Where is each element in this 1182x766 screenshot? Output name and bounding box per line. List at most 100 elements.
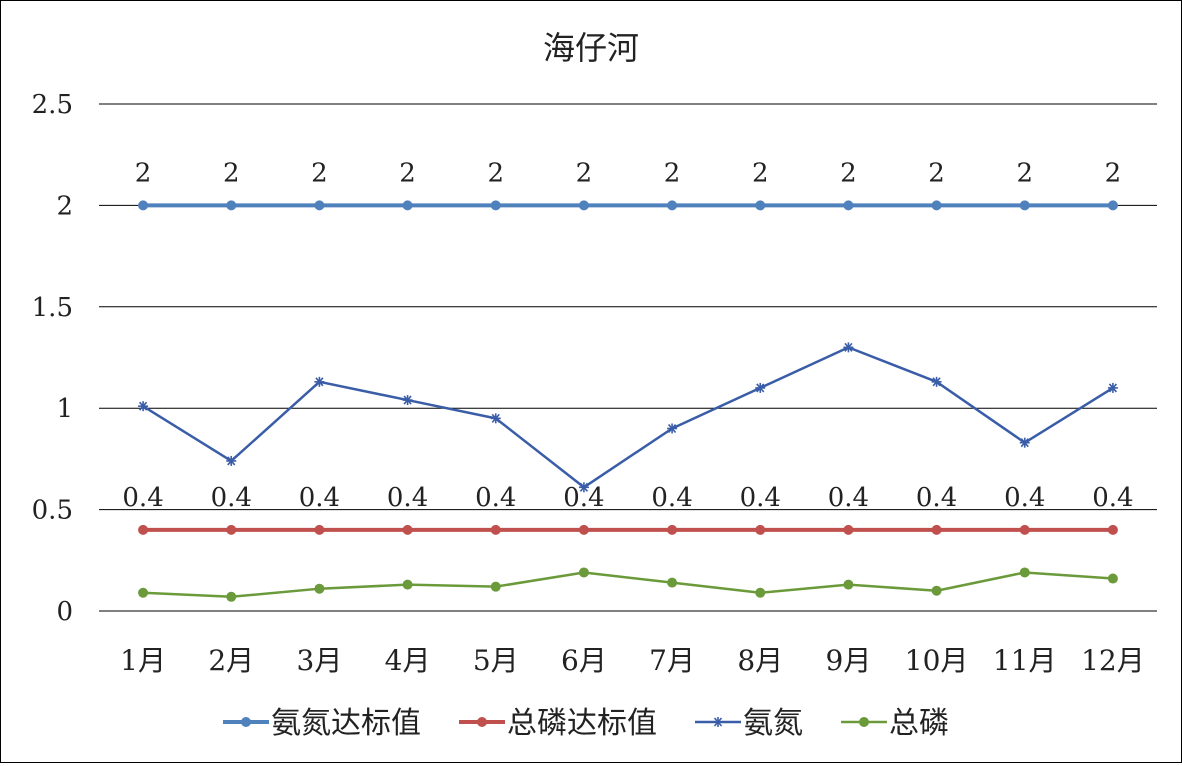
data-label: 2 [1016,158,1033,188]
data-label: 2 [135,158,152,188]
star-marker [667,423,678,434]
data-point [755,524,766,535]
data-point [931,524,942,535]
star-marker [138,401,149,412]
data-point [578,524,589,535]
data-label: 2 [576,158,593,188]
data-label: 0.4 [211,483,252,513]
data-point [477,717,487,727]
series-line [143,571,1114,599]
data-point [667,524,678,535]
star-marker [755,382,766,393]
data-label: 2 [487,158,504,188]
data-point [931,200,942,211]
legend-label: 总磷 [889,706,949,741]
series-4 [138,567,1118,602]
data-label: 0.4 [299,483,340,513]
x-category-label: 8月 [737,644,783,677]
data-point [138,524,149,535]
data-point [241,717,251,727]
data-point [755,587,766,598]
star-marker [314,376,325,387]
y-tick-label: 1.5 [32,293,73,323]
y-tick-label: 1 [56,394,73,424]
x-category-label: 12月 [1081,644,1145,677]
data-point [1019,524,1030,535]
x-category-label: 6月 [561,644,607,677]
chart-title: 海仔河 [543,29,639,67]
x-category-label: 4月 [385,644,431,677]
star-marker [402,395,413,406]
x-category-label: 2月 [208,644,254,677]
legend-label: 氨氮 [743,706,803,741]
data-point [1107,524,1118,535]
star-marker [1107,382,1118,393]
data-point [578,200,589,211]
data-point [226,524,237,535]
data-label: 0.4 [122,483,163,513]
series-1 [138,200,1118,211]
series-line [142,346,1114,489]
legend-item-4: 总磷 [841,706,949,741]
data-label: 2 [311,158,328,188]
data-label: 2 [399,158,416,188]
data-label: 0.4 [475,483,516,513]
x-category-label: 11月 [993,644,1057,677]
x-category-label: 7月 [649,644,695,677]
data-label: 0.4 [1004,483,1045,513]
data-label: 0.4 [828,483,869,513]
legend-item-2: 总磷达标值 [459,706,657,741]
star-marker [931,376,942,387]
data-label: 2 [664,158,681,188]
data-point [314,200,325,211]
series-2 [138,524,1118,535]
star-marker [843,342,854,353]
legend-label: 氨氮达标值 [271,706,421,741]
data-point [402,200,413,211]
data-point [667,577,678,588]
data-label: 0.4 [916,483,957,513]
data-point [843,579,854,590]
y-axis-ticks: 0 0.5 1 1.5 2 2.5 [32,90,73,627]
series-layer [138,200,1118,602]
data-point [490,581,501,592]
y-tick-label: 0.5 [32,496,73,526]
y-tick-label: 2 [56,191,73,221]
data-label: 0.4 [740,483,781,513]
data-label: 2 [1105,158,1122,188]
data-point [931,585,942,596]
x-category-label: 9月 [826,644,872,677]
data-point [843,524,854,535]
data-point [1019,567,1030,578]
data-point [667,200,678,211]
star-marker [1019,437,1030,448]
y-tick-label: 0 [56,597,73,627]
data-point [402,524,413,535]
data-point [1019,200,1030,211]
data-point [755,200,766,211]
star-marker [226,455,237,466]
star-marker [713,717,723,727]
data-point [578,567,589,578]
legend-item-1: 氨氮达标值 [223,706,421,741]
x-category-label: 5月 [473,644,519,677]
data-label: 0.4 [651,483,692,513]
y-tick-label: 2.5 [32,90,73,120]
data-point [226,200,237,211]
grid-lines [99,103,1157,612]
data-label: 2 [223,158,240,188]
legend-item-3: 氨氮 [695,706,803,741]
data-point [138,200,149,211]
data-point [402,579,413,590]
data-label: 0.4 [563,483,604,513]
data-point [859,717,869,727]
data-point [1107,200,1118,211]
data-point [490,524,501,535]
legend-label: 总磷达标值 [507,706,657,741]
data-point [314,524,325,535]
data-label: 2 [752,158,769,188]
x-category-label: 3月 [297,644,343,677]
series-3 [138,342,1118,493]
star-marker [578,482,589,493]
